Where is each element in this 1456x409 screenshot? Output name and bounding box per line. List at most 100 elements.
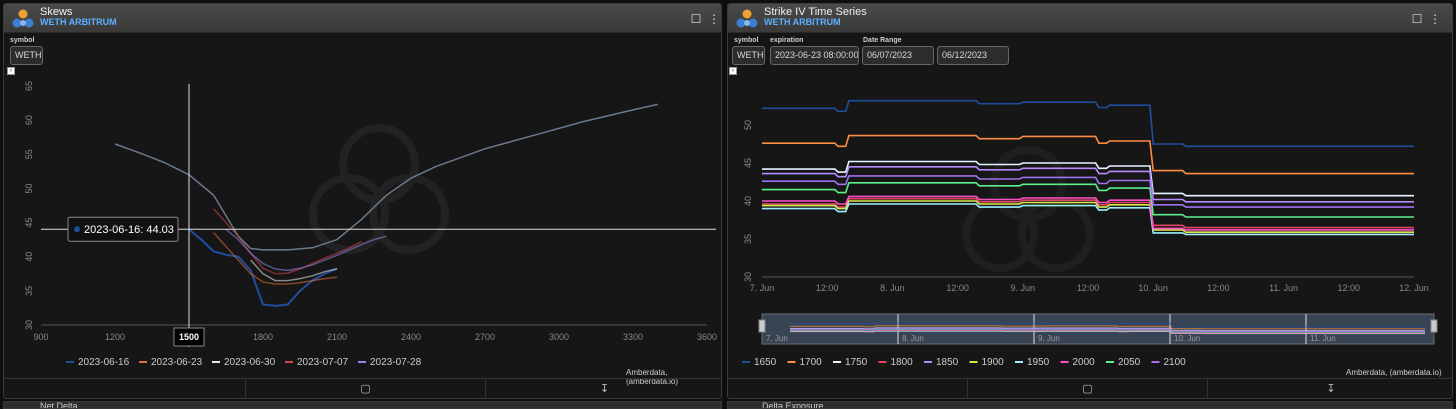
bookmark-icon[interactable]: ☐ bbox=[1411, 12, 1423, 26]
legend-item: 2023-06-23 bbox=[151, 357, 203, 368]
series-line-2050 bbox=[762, 182, 1414, 218]
expiration-label: expiration bbox=[770, 37, 804, 44]
navigator-series bbox=[790, 329, 1425, 333]
panel-title: Delta Exposure bbox=[762, 401, 824, 409]
panel-title: Strike IV Time Series bbox=[764, 6, 867, 18]
symbol-select[interactable]: WETH bbox=[10, 46, 43, 65]
legend-item: 2023-07-28 bbox=[370, 357, 422, 368]
tooltip-text: 2023-06-16: 44.03 bbox=[84, 224, 174, 236]
legend-item: 2050 bbox=[1118, 357, 1141, 368]
y-tick-label: 60 bbox=[24, 115, 34, 125]
panel-title: Skews bbox=[40, 6, 73, 18]
download-icon[interactable]: ↧ bbox=[1326, 383, 1336, 395]
x-tick-label: 2100 bbox=[327, 332, 347, 342]
panel-header: Skews WETH ARBITRUM ☐ ⋮ bbox=[4, 4, 721, 33]
expand-icon[interactable]: › bbox=[7, 67, 15, 75]
x-tick-label: 2400 bbox=[401, 332, 421, 342]
date-from-input[interactable]: 06/07/2023 bbox=[862, 46, 934, 65]
legend-item: 2023-06-30 bbox=[224, 357, 276, 368]
series-line-2100 bbox=[762, 175, 1414, 208]
panel-subtitle: WETH ARBITRUM bbox=[764, 17, 841, 27]
bookmark-icon[interactable]: ☐ bbox=[690, 12, 702, 26]
x-tick-label: 12:00 bbox=[1338, 283, 1361, 293]
watermark-logo bbox=[369, 174, 449, 254]
crosshair-x-label: 1500 bbox=[179, 332, 199, 342]
x-tick-label: 1200 bbox=[105, 332, 125, 342]
series-line-1850 bbox=[762, 166, 1414, 203]
y-tick-label: 55 bbox=[24, 149, 34, 159]
navigator-label: 9. Jun bbox=[1038, 334, 1060, 343]
y-tick-label: 30 bbox=[743, 272, 753, 282]
navigator-series bbox=[790, 328, 1425, 332]
panel-title: Net Delta bbox=[40, 401, 78, 409]
x-tick-label: 12:00 bbox=[1077, 283, 1100, 293]
x-tick-label: 11. Jun bbox=[1269, 283, 1298, 293]
panel-header: Strike IV Time Series WETH ARBITRUM ☐ ⋮ bbox=[728, 4, 1452, 33]
tooltip-box bbox=[67, 216, 179, 242]
navigator-handle-right bbox=[1430, 319, 1438, 333]
date-range-label: Date Range bbox=[863, 37, 902, 44]
series-line-1950 bbox=[762, 203, 1414, 236]
x-tick-label: 900 bbox=[33, 332, 48, 342]
amberdata-logo bbox=[12, 9, 34, 28]
x-tick-label: 3000 bbox=[549, 332, 569, 342]
strike-iv-panel: Strike IV Time Series WETH ARBITRUM ☐ ⋮ … bbox=[727, 3, 1453, 399]
x-tick-label: 1800 bbox=[253, 332, 273, 342]
symbol-select[interactable]: WETH bbox=[732, 46, 765, 65]
credit-text: Amberdata, (amberdata.io) bbox=[626, 368, 679, 386]
more-menu-icon[interactable]: ⋮ bbox=[1429, 12, 1441, 26]
legend-item: 1950 bbox=[1027, 357, 1050, 368]
legend-item: 1850 bbox=[936, 357, 959, 368]
legend-item: 1900 bbox=[982, 357, 1005, 368]
series-line-2000 bbox=[762, 195, 1414, 231]
delta-exposure-panel-header: Delta Exposure bbox=[727, 401, 1453, 409]
footer-spacer bbox=[4, 379, 246, 398]
date-to-input[interactable]: 06/12/2023 bbox=[937, 46, 1009, 65]
expand-icon[interactable]: › bbox=[729, 67, 737, 75]
net-delta-panel-header: Net Delta bbox=[3, 401, 722, 409]
y-tick-label: 50 bbox=[24, 183, 34, 193]
camera-icon[interactable]: ▢ bbox=[246, 379, 486, 398]
legend-item: 2023-07-07 bbox=[297, 357, 349, 368]
crosshair-x-label-box bbox=[173, 327, 205, 347]
series-line-1650 bbox=[762, 99, 1414, 148]
series-line-1750 bbox=[762, 160, 1414, 197]
x-tick-label: 8. Jun bbox=[880, 283, 905, 293]
series-line-2023-06-30 bbox=[250, 259, 338, 282]
symbol-label: symbol bbox=[10, 37, 35, 44]
navigator-label: 11. Jun bbox=[1310, 334, 1336, 343]
legend-item: 1650 bbox=[754, 357, 777, 368]
symbol-label: symbol bbox=[734, 37, 759, 44]
legend-item: 1700 bbox=[800, 357, 823, 368]
y-tick-label: 40 bbox=[743, 196, 753, 206]
panel-subtitle: WETH ARBITRUM bbox=[40, 17, 117, 27]
credit-text: Amberdata, (amberdata.io) bbox=[1346, 368, 1442, 377]
series-line-2023-07-28 bbox=[225, 228, 387, 272]
legend-item: 2023-06-16 bbox=[78, 357, 130, 368]
skews-panel: Skews WETH ARBITRUM ☐ ⋮ symbol WETH › 30… bbox=[3, 3, 722, 399]
amberdata-logo bbox=[736, 9, 758, 28]
panel-footer: ▢ ↧ bbox=[728, 378, 1452, 398]
y-tick-label: 35 bbox=[743, 234, 753, 244]
panel-footer: ▢ ↧ bbox=[4, 378, 721, 398]
strike-iv-chart: 30 35 40 45 50 7. Jun 12:00 8. Jun 12:00 9. Jun 12… bbox=[742, 99, 1438, 368]
skews-chart: 30 35 40 45 50 55 60 65 900 1200 1800 2100 2400 2700 3… bbox=[24, 81, 717, 368]
legend-item: 1800 bbox=[891, 357, 914, 368]
y-tick-label: 45 bbox=[24, 218, 34, 228]
x-tick-label: 3300 bbox=[623, 332, 643, 342]
series-line-2023-07-07 bbox=[213, 208, 363, 275]
download-icon[interactable]: ↧ bbox=[599, 383, 610, 395]
navigator-label: 8. Jun bbox=[902, 334, 924, 343]
legend-item: 2000 bbox=[1073, 357, 1096, 368]
x-tick-label: 7. Jun bbox=[750, 283, 775, 293]
x-tick-label: 12:00 bbox=[1207, 283, 1230, 293]
more-menu-icon[interactable]: ⋮ bbox=[708, 12, 720, 26]
x-tick-label: 9. Jun bbox=[1011, 283, 1036, 293]
y-tick-label: 35 bbox=[24, 286, 34, 296]
camera-icon[interactable]: ▢ bbox=[968, 379, 1208, 398]
x-tick-label: 10. Jun bbox=[1138, 283, 1168, 293]
footer-spacer bbox=[728, 379, 968, 398]
series-line-1800 bbox=[762, 197, 1414, 229]
expiration-select[interactable]: 2023-06-23 08:00:00 bbox=[770, 46, 859, 65]
legend-item: 1750 bbox=[845, 357, 868, 368]
